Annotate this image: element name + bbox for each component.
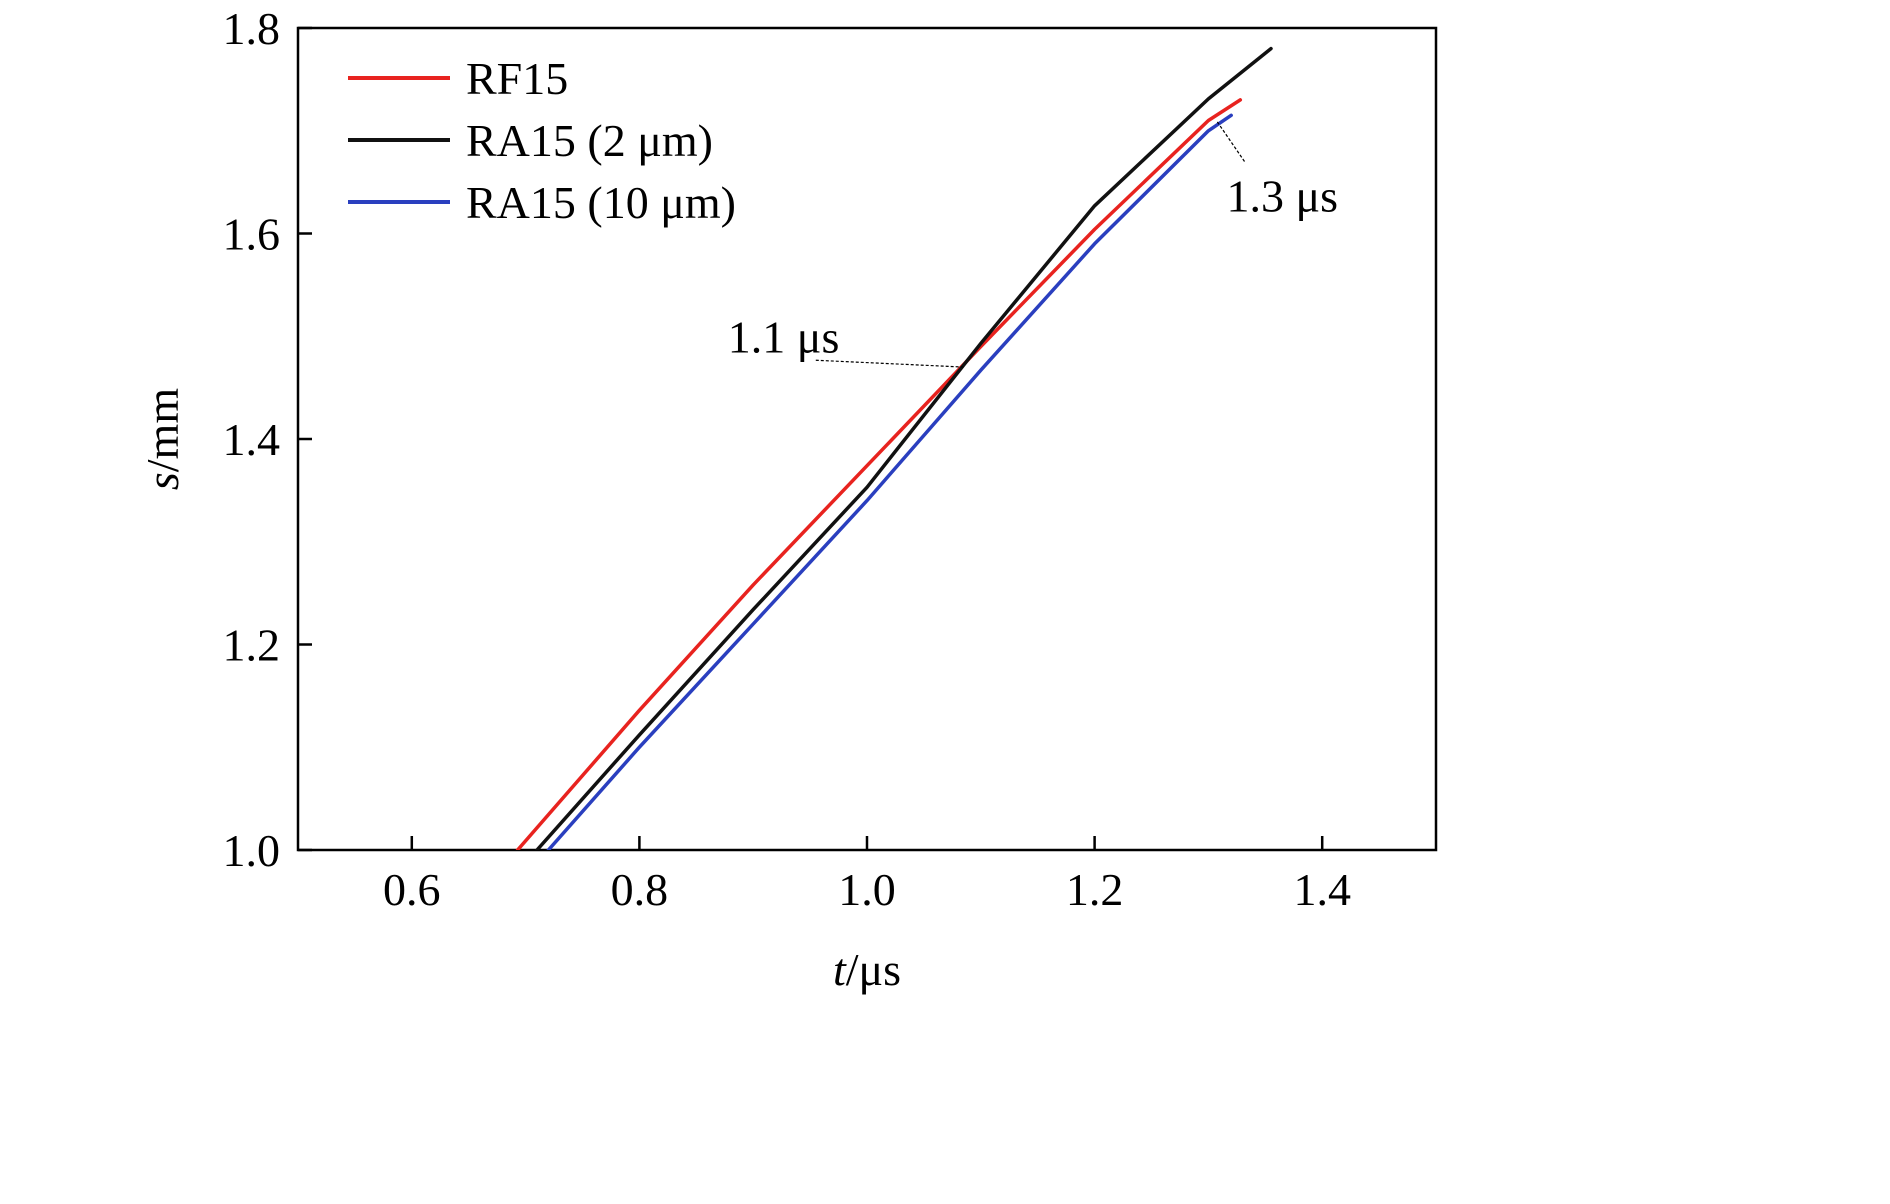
series-lines bbox=[515, 46, 1273, 850]
y-tick-label: 1.8 bbox=[223, 3, 281, 54]
annotation-leader bbox=[1215, 120, 1246, 162]
annotation-label: 1.3 μs bbox=[1227, 170, 1339, 221]
legend-label: RA15 (2 μm) bbox=[466, 115, 713, 166]
x-axis-title: t/μs bbox=[833, 944, 901, 995]
legend-label: RA15 (10 μm) bbox=[466, 177, 736, 228]
series-line-2 bbox=[546, 113, 1233, 850]
legend: RF15 RA15 (2 μm) RA15 (10 μm) bbox=[348, 53, 736, 228]
x-tick-label: 0.8 bbox=[611, 864, 669, 915]
x-tick-label: 1.2 bbox=[1066, 864, 1124, 915]
y-tick-label: 1.0 bbox=[223, 825, 281, 876]
y-tick-label: 1.2 bbox=[223, 620, 281, 671]
x-axis-ticks: 0.6 0.8 1.0 1.2 1.4 bbox=[383, 836, 1351, 915]
y-axis-title: s/mm bbox=[137, 388, 188, 490]
chart: 0.6 0.8 1.0 1.2 1.4 1.01.21.41.61.8 1.1 μs1.… bbox=[137, 3, 1438, 995]
y-axis-ticks: 1.0 1.2 1.4 1.6 1.8 bbox=[223, 3, 312, 876]
series-line-1 bbox=[535, 46, 1273, 850]
y-tick-label: 1.6 bbox=[223, 209, 281, 260]
annotations: 1.1 μs 1.3 μs bbox=[728, 120, 1339, 368]
y-tick-label: 1.4 bbox=[223, 414, 281, 465]
x-tick-label: 1.4 bbox=[1293, 864, 1351, 915]
annotation-leader bbox=[815, 359, 964, 368]
series-line-0 bbox=[515, 98, 1243, 850]
legend-label: RF15 bbox=[466, 53, 568, 104]
annotation-label: 1.1 μs bbox=[728, 311, 840, 362]
x-tick-label: 0.6 bbox=[383, 864, 441, 915]
x-tick-label: 1.0 bbox=[838, 864, 896, 915]
